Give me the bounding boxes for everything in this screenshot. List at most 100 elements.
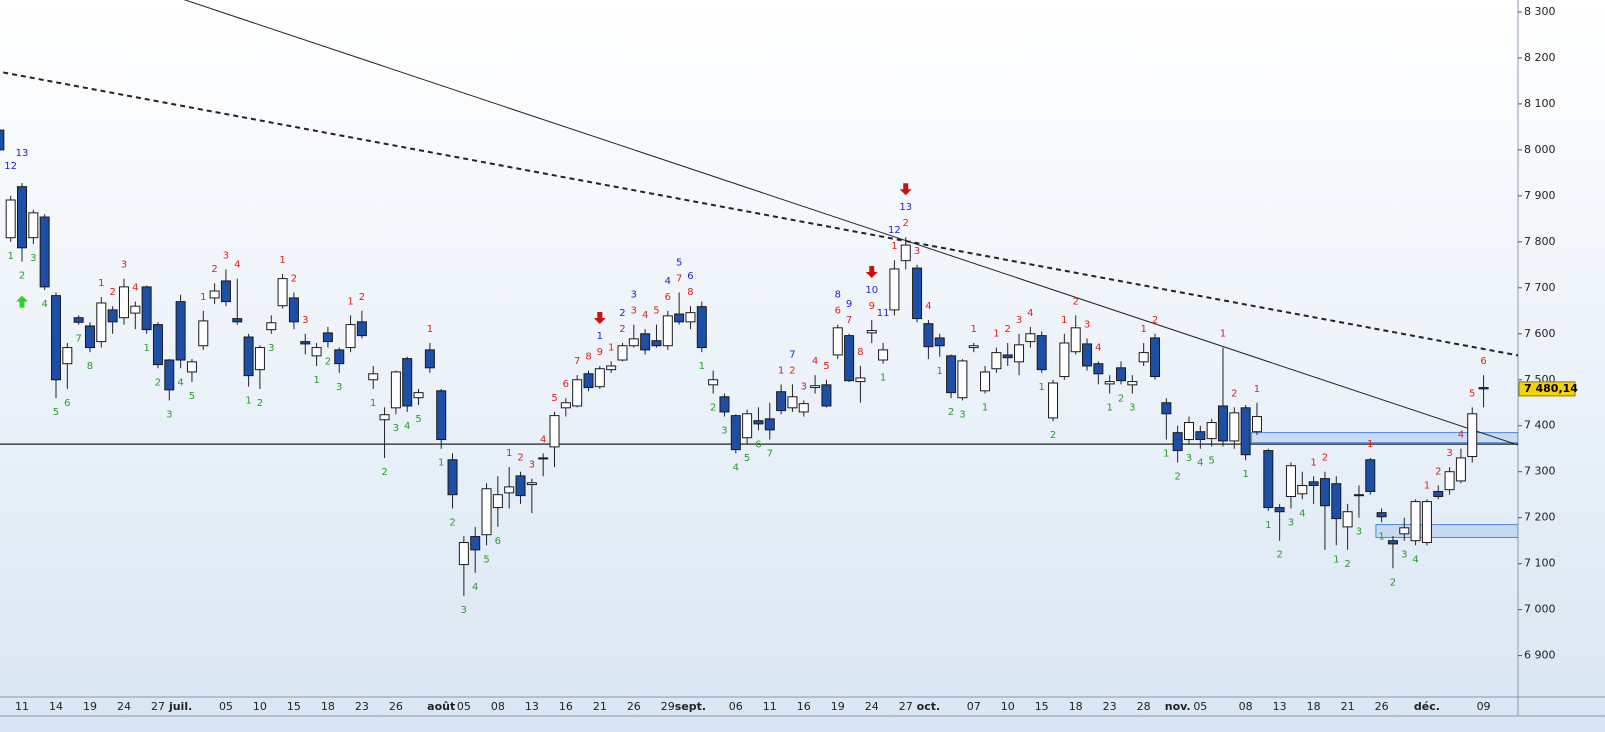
countdown-count: 2 bbox=[619, 308, 625, 319]
x-tick-label: 15 bbox=[1035, 700, 1049, 713]
x-tick-label: 23 bbox=[1103, 700, 1117, 713]
candle-body bbox=[923, 323, 934, 348]
down-arrow bbox=[865, 265, 878, 278]
candle-body bbox=[594, 368, 605, 388]
x-tick-label: 26 bbox=[627, 700, 641, 713]
candle-body bbox=[220, 280, 231, 303]
x-tick-label: 13 bbox=[525, 700, 539, 713]
candle-body bbox=[515, 475, 526, 497]
candle-body bbox=[1172, 432, 1183, 452]
buy-count: 3 bbox=[268, 343, 274, 354]
x-tick-label: 05 bbox=[219, 700, 233, 713]
sell-count: 6 bbox=[1480, 356, 1486, 367]
candle-body bbox=[991, 352, 1002, 370]
buy-count: 2 bbox=[449, 517, 455, 528]
last-price-box bbox=[1518, 381, 1576, 397]
candle-body bbox=[17, 186, 27, 249]
x-tick-label: 27 bbox=[151, 700, 165, 713]
candle-body bbox=[379, 414, 390, 421]
candle-body bbox=[1342, 511, 1353, 528]
buy-count: 3 bbox=[1186, 453, 1192, 464]
candle-body bbox=[1161, 402, 1172, 415]
buy-count: 3 bbox=[721, 426, 727, 437]
countdown-count: 9 bbox=[846, 299, 852, 310]
candle-body bbox=[1365, 459, 1376, 492]
candle-body bbox=[1285, 465, 1296, 498]
candle-body bbox=[730, 415, 741, 451]
candle-body bbox=[492, 494, 503, 509]
x-tick-label: 11 bbox=[15, 700, 29, 713]
buy-count: 2 bbox=[155, 377, 161, 388]
sell-count: 6 bbox=[563, 379, 569, 390]
buy-count: 1 bbox=[313, 375, 319, 386]
candle-body bbox=[662, 315, 673, 347]
x-tick-label: 07 bbox=[967, 700, 981, 713]
x-tick-label: 08 bbox=[491, 700, 505, 713]
candle-body bbox=[821, 384, 832, 407]
sell-count: 5 bbox=[551, 393, 557, 404]
candle-body bbox=[1263, 450, 1274, 509]
countdown-count: 12 bbox=[4, 161, 17, 172]
sell-count: 1 bbox=[98, 278, 104, 289]
candle-body bbox=[62, 347, 73, 365]
candle-body bbox=[1183, 422, 1194, 441]
candle-body bbox=[1093, 363, 1104, 375]
candle-body bbox=[1410, 501, 1421, 542]
candle-body bbox=[878, 349, 889, 361]
x-tick-label: sept. bbox=[675, 700, 706, 713]
candle-body bbox=[390, 371, 401, 409]
candle-body bbox=[1070, 327, 1081, 353]
buy-count: 5 bbox=[744, 453, 750, 464]
up-arrow bbox=[16, 295, 28, 308]
candle-body bbox=[1116, 367, 1127, 382]
sell-count: 4 bbox=[642, 310, 648, 321]
sell-count: 2 bbox=[1322, 453, 1328, 464]
sell-count: 5 bbox=[823, 361, 829, 372]
candle-body bbox=[1308, 481, 1319, 487]
countdown-count: 7 bbox=[789, 349, 795, 360]
candle-body bbox=[504, 486, 515, 494]
x-tick-label: 21 bbox=[593, 700, 607, 713]
y-tick-label: 8 000 bbox=[1524, 143, 1556, 156]
sell-count: 1 bbox=[506, 448, 512, 459]
sell-count: 7 bbox=[846, 315, 852, 326]
sell-count: 1 bbox=[279, 255, 285, 266]
y-tick-label: 7 600 bbox=[1524, 327, 1556, 340]
sell-count: 2 bbox=[1435, 467, 1441, 478]
buy-count: 1 bbox=[7, 251, 13, 262]
x-tick-label: août bbox=[427, 700, 455, 713]
down-arrow bbox=[593, 311, 606, 324]
candle-body bbox=[742, 413, 753, 439]
x-tick-label: 26 bbox=[1375, 700, 1389, 713]
candle-body bbox=[538, 457, 549, 460]
candle-body bbox=[1353, 494, 1364, 497]
y-tick-label: 8 300 bbox=[1524, 5, 1556, 18]
candle-body bbox=[1217, 405, 1228, 442]
candle-body bbox=[481, 488, 492, 536]
y-tick-label: 7 400 bbox=[1524, 419, 1556, 432]
sell-count: 1 bbox=[1061, 315, 1067, 326]
y-tick-label: 6 900 bbox=[1524, 649, 1556, 662]
x-tick-label: 08 bbox=[1239, 700, 1253, 713]
candle-body bbox=[1206, 422, 1217, 440]
countdown-count: 8 bbox=[835, 290, 841, 301]
buy-count: 3 bbox=[166, 409, 172, 420]
sell-count: 4 bbox=[1458, 430, 1464, 441]
sell-count: 3 bbox=[529, 460, 535, 471]
buy-count: 3 bbox=[959, 409, 965, 420]
sell-count: 1 bbox=[427, 324, 433, 335]
candle-body bbox=[1455, 457, 1466, 482]
candle-body bbox=[696, 306, 707, 349]
buy-count: 2 bbox=[257, 398, 263, 409]
sell-count: 1 bbox=[1140, 324, 1146, 335]
x-tick-label: 10 bbox=[253, 700, 267, 713]
sell-count: 4 bbox=[1027, 308, 1033, 319]
candle-body bbox=[84, 325, 95, 349]
candle-body bbox=[1251, 416, 1262, 433]
buy-count: 4 bbox=[733, 462, 739, 473]
candle-body bbox=[776, 391, 787, 412]
buy-count: 1 bbox=[1265, 520, 1271, 531]
x-tick-label: 24 bbox=[117, 700, 131, 713]
x-tick-label: 06 bbox=[729, 700, 743, 713]
